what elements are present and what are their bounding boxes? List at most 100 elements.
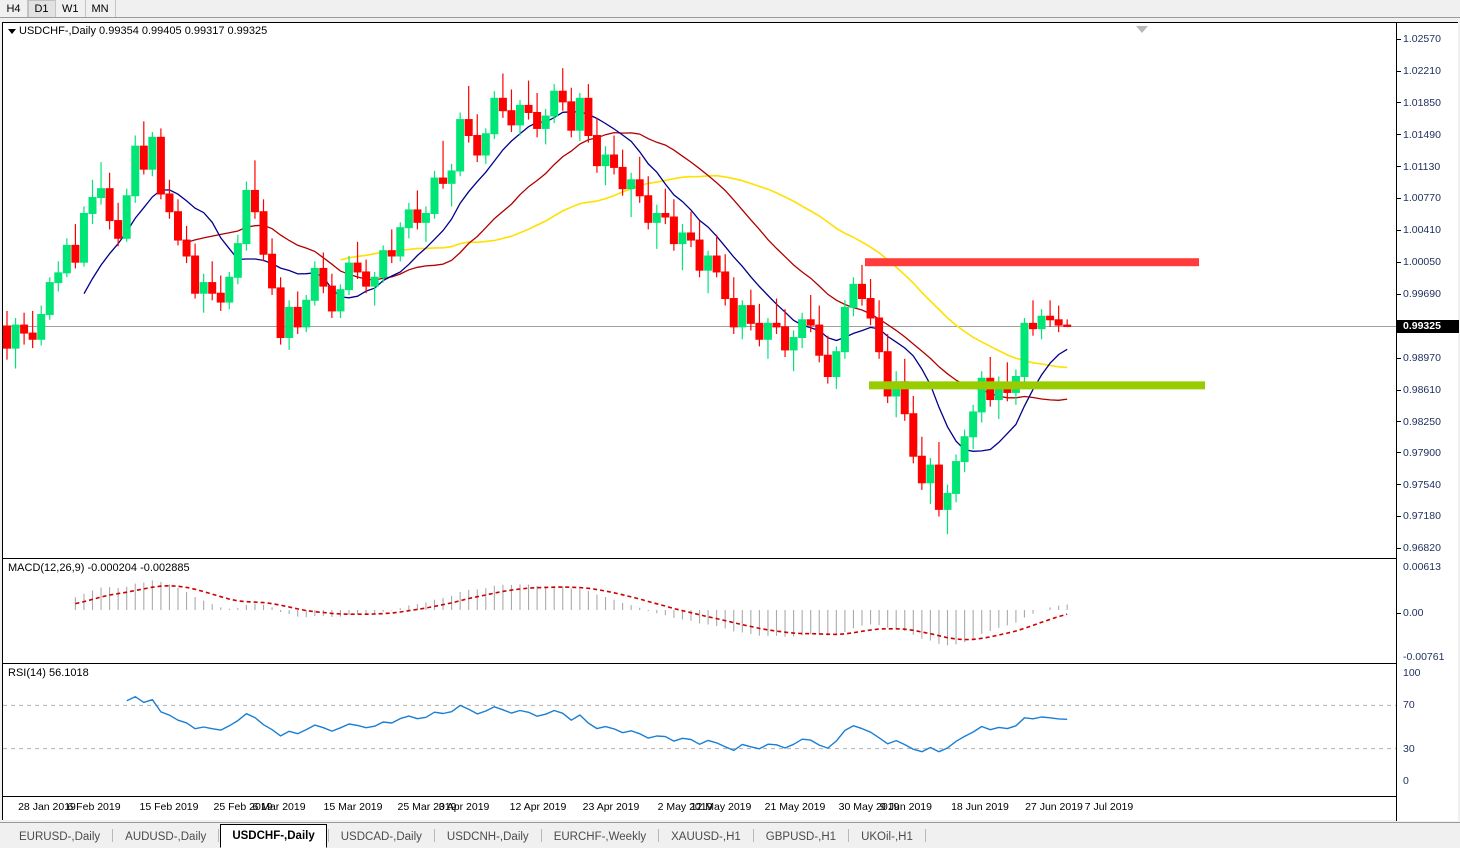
price-scale-tick: 1.00770 [1397,192,1459,204]
date-axis-tick: 2 May 2019 [657,801,713,813]
price-scale-tick-label: 1.00770 [1403,192,1441,205]
price-scale-tick-label: 0.98610 [1403,383,1441,396]
tick-mark-icon [1397,357,1401,359]
date-axis-tick: 6 Feb 2019 [67,801,121,813]
price-scale-tick-label: 1.01850 [1403,96,1441,109]
chart-tabbar: EURUSD-,Daily AUDUSD-,Daily USDCHF-,Daily U… [0,822,1460,848]
price-scale-tick: 1.00050 [1397,256,1459,268]
date-axis-tick: 3 Apr 2019 [438,801,490,813]
date-axis-tick: 25 Feb 2019 [213,801,273,813]
macd-scale-tick-label: -0.00761 [1403,651,1445,663]
tick-mark-icon [1397,421,1401,423]
macd-pane[interactable]: MACD(12,26,9) -0.000204 -0.002885 [3,560,1397,664]
period-button-mn[interactable]: MN [85,0,116,17]
rsi-scale-tick-label: 30 [1403,742,1415,755]
rsi-scale-tick: 0 [1397,776,1409,787]
price-scale-tick: 0.99690 [1397,288,1459,300]
tick-mark-icon [1397,389,1401,391]
tab-separator [218,829,220,842]
price-plot [3,68,1397,535]
price-scale-tick: 0.97180 [1397,510,1459,522]
price-scale-tick: 1.02210 [1397,65,1459,77]
date-axis-tick: 23 Apr 2019 [582,801,640,813]
price-scale-tick-label: 0.98970 [1403,351,1441,364]
chart-shift-marker-icon[interactable] [1136,26,1148,33]
collapse-triangle-icon[interactable] [8,28,16,34]
rsi-scale-tick: 100 [1397,668,1421,679]
macd-pane-label: MACD(12,26,9) -0.000204 -0.002885 [8,562,190,574]
price-scale-tick-label: 0.97900 [1403,446,1441,459]
chart-tab-gbpusd-h1[interactable]: GBPUSD-,H1 [765,831,837,843]
price-scale-tick-label: 0.97180 [1403,510,1441,523]
macd-scale-tick: -0.00761 [1397,652,1444,663]
date-axis-tick: 12 May 2019 [690,801,752,813]
chart-tab-xauusd-h1[interactable]: XAUUSD-,H1 [671,831,741,843]
symbol-ohlc-text: USDCHF-,Daily 0.99354 0.99405 0.99317 0.… [19,25,268,37]
tab-separator [658,829,660,842]
date-axis-tick: 21 May 2019 [764,801,826,813]
tab-separator [112,829,114,842]
price-scale-tick: 0.96820 [1397,542,1459,554]
price-pane-label: USDCHF-,Daily 0.99354 0.99405 0.99317 0.… [8,25,267,37]
rsi-scale-tick-label: 100 [1403,667,1421,679]
tick-mark-icon [1397,484,1401,486]
date-axis-tick: 18 Jun 2019 [951,801,1009,813]
rsi-pane-label: RSI(14) 56.1018 [8,667,89,679]
chart-tab-ukoil-h1[interactable]: UKOil-,H1 [861,831,913,843]
tick-mark-icon [1397,516,1401,518]
toolbar-empty-space [115,0,1460,17]
date-axis-tick: 6 Mar 2019 [252,801,306,813]
tab-separator [848,829,850,842]
chart-window[interactable]: USDCHF-,Daily 0.99354 0.99405 0.99317 0.… [2,22,1459,821]
current-price-label: 0.99325 [1397,320,1459,334]
price-scale-tick-label: 0.98250 [1403,415,1441,428]
date-axis[interactable]: 28 Jan 2019 6 Feb 2019 15 Feb 2019 25 Feb 2… [3,798,1397,820]
price-scale-tick: 0.98970 [1397,352,1459,364]
price-scale-tick-label: 1.01490 [1403,128,1441,141]
period-button-h4[interactable]: H4 [0,0,28,17]
tick-mark-icon [1397,548,1401,550]
price-scale-tick-label: 1.01130 [1403,160,1441,173]
date-axis-tick: 28 Jan 2019 [18,801,76,813]
date-axis-tick: 30 May 2019 [838,801,900,813]
date-axis-tick: 27 Jun 2019 [1025,801,1083,813]
price-scale-tick: 1.01490 [1397,129,1459,141]
rsi-scale-tick: 30 [1397,742,1415,755]
macd-scale-tick-label: 0.00613 [1403,561,1441,573]
date-axis-tick: 25 Mar 2019 [397,801,457,813]
period-toolbar: H4 D1 W1 MN [0,0,1460,18]
tab-separator [327,829,329,842]
price-scale-tick: 1.01850 [1397,97,1459,109]
price-scale-tick-label: 1.02210 [1403,64,1441,77]
chart-tab-eurusd-daily[interactable]: EURUSD-,Daily [19,831,101,843]
price-scale[interactable]: 1.02570 1.02210 1.01850 1.01490 1.01130 1.007… [1396,23,1459,821]
tick-mark-icon [1397,102,1401,104]
tick-mark-icon [1397,230,1401,232]
tick-mark-icon [1397,38,1401,40]
price-pane[interactable]: USDCHF-,Daily 0.99354 0.99405 0.99317 0.… [3,23,1397,559]
rsi-scale-tick-label: 70 [1403,699,1415,712]
chart-tab-eurchf-weekly[interactable]: EURCHF-,Weekly [553,831,647,843]
chart-tab-usdcad-daily[interactable]: USDCAD-,Daily [340,831,422,843]
price-scale-tick-label: 0.96820 [1403,542,1441,555]
period-button-d1[interactable]: D1 [28,0,56,17]
price-scale-tick-label: 1.00410 [1403,224,1441,237]
rsi-pane[interactable]: RSI(14) 56.1018 [3,665,1397,797]
tick-mark-icon [1397,198,1401,200]
tick-mark-icon [1397,452,1401,454]
price-scale-tick-label: 1.00050 [1403,256,1441,269]
macd-scale-tick-label: 0.00 [1403,607,1424,619]
date-axis-divider [3,796,1397,797]
date-axis-tick: 9 Jun 2019 [880,801,932,813]
chart-tab-usdchf-daily[interactable]: USDCHF-,Daily [220,824,327,848]
tick-mark-icon [1397,261,1401,263]
rsi-scale-tick-label: 0 [1403,775,1409,787]
period-button-w1[interactable]: W1 [56,0,86,17]
price-scale-tick: 1.02570 [1397,33,1459,45]
price-scale-tick: 0.98610 [1397,384,1459,396]
price-scale-tick: 1.01130 [1397,161,1459,173]
chart-tab-audusd-daily[interactable]: AUDUSD-,Daily [125,831,207,843]
chart-tab-usdcnh-daily[interactable]: USDCNH-,Daily [446,831,529,843]
macd-scale-tick: 0.00 [1397,608,1423,619]
